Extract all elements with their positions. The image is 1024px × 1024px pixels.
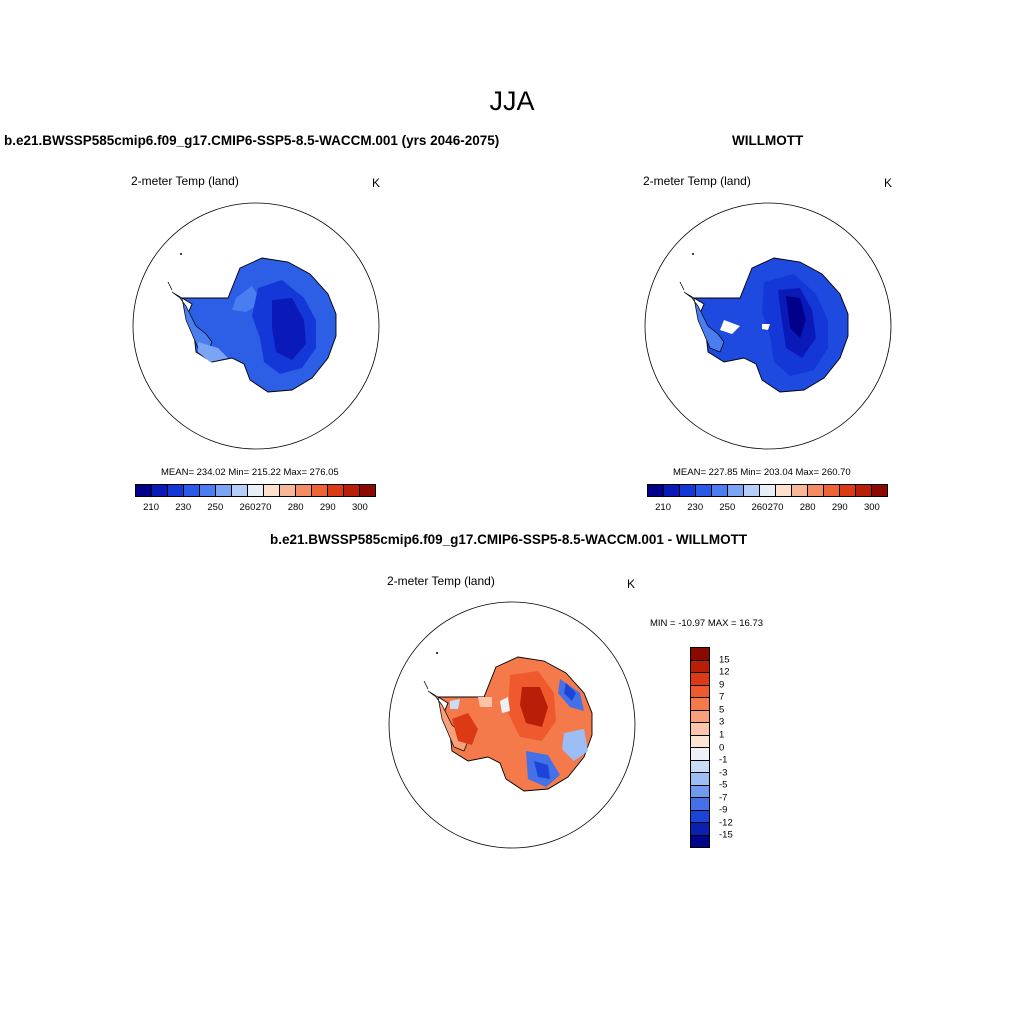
- obs-colorbar-tick-label: 270: [767, 502, 784, 513]
- model-colorbar-swatch: [344, 485, 360, 496]
- diff-colorbar-tick-label: -12: [719, 817, 733, 829]
- model-colorbar-swatch: [280, 485, 296, 496]
- diff-colorbar-swatch: [691, 760, 709, 773]
- model-colorbar-swatch: [296, 485, 312, 496]
- obs-variable-label: 2-meter Temp (land): [643, 174, 751, 188]
- diff-colorbar-swatch: [691, 748, 709, 761]
- model-colorbar-swatch: [184, 485, 200, 496]
- diff-colorbar-tick-label: -9: [719, 804, 728, 816]
- model-colorbar-swatch: [312, 485, 328, 496]
- model-colorbar-tick-label: 270: [255, 502, 272, 513]
- diff-colorbar-ticks: 15 12 9 7 5 3 1 0 -1 -3 -5 -7 -9 -12 -15: [719, 647, 759, 848]
- model-variable-label: 2-meter Temp (land): [131, 174, 239, 188]
- model-colorbar-tick-label: 280: [287, 502, 304, 513]
- diff-colorbar-tick-label: 5: [719, 704, 725, 716]
- diff-colorbar-tick-label: 9: [719, 679, 725, 691]
- model-colorbar-swatch: [328, 485, 344, 496]
- obs-colorbar-swatch: [680, 485, 696, 496]
- obs-colorbar-swatch: [776, 485, 792, 496]
- diff-colorbar-swatch: [691, 685, 709, 698]
- diff-colorbar-swatch: [691, 698, 709, 711]
- model-panel-title: b.e21.BWSSP585cmip6.f09_g17.CMIP6-SSP5-8…: [4, 133, 500, 148]
- diff-panel-title: b.e21.BWSSP585cmip6.f09_g17.CMIP6-SSP5-8…: [270, 532, 748, 547]
- model-colorbar-tick-label: 300: [351, 502, 368, 513]
- model-units-label: K: [372, 176, 381, 190]
- obs-colorbar-swatch: [696, 485, 712, 496]
- obs-colorbar-tick-label: 250: [719, 502, 736, 513]
- diff-colorbar-tick-label: 12: [719, 666, 730, 678]
- obs-colorbar-swatch: [856, 485, 872, 496]
- diff-colorbar-swatch: [691, 660, 709, 673]
- model-colorbar-tick-label: 250: [207, 502, 224, 513]
- diff-colorbar-swatch: [691, 673, 709, 686]
- diff-colorbar-tick-label: -5: [719, 779, 728, 791]
- diff-stats: MIN = -10.97 MAX = 16.73: [650, 618, 764, 629]
- page-title: JJA: [489, 86, 535, 116]
- model-colorbar: [135, 484, 376, 497]
- obs-colorbar-swatch: [728, 485, 744, 496]
- diff-colorbar-swatch: [691, 798, 709, 811]
- model-colorbar-swatch: [216, 485, 232, 496]
- obs-colorbar-swatch: [744, 485, 760, 496]
- model-colorbar-swatch: [136, 485, 152, 496]
- diff-colorbar-tick-label: -15: [719, 829, 733, 841]
- diff-polar-map: [388, 601, 636, 849]
- model-colorbar-ticks: 210 230 250 260 270 280 290 300: [135, 502, 376, 516]
- model-stats: MEAN= 234.02 Min= 215.22 Max= 276.05: [161, 467, 339, 478]
- model-polar-map: [132, 202, 380, 450]
- obs-colorbar-swatch: [712, 485, 728, 496]
- obs-panel-title: WILLMOTT: [732, 133, 804, 148]
- model-colorbar-swatch: [152, 485, 168, 496]
- diff-colorbar-tick-label: 7: [719, 691, 725, 703]
- diff-colorbar-swatch: [691, 785, 709, 798]
- diff-colorbar-tick-label: 1: [719, 729, 725, 741]
- diff-colorbar-tick-label: -1: [719, 754, 728, 766]
- obs-colorbar-tick-label: 210: [655, 502, 671, 513]
- model-colorbar-swatch: [360, 485, 375, 496]
- model-colorbar-tick-label: 290: [319, 502, 336, 513]
- diff-colorbar-tick-label: 0: [719, 742, 725, 753]
- obs-colorbar-swatch: [872, 485, 887, 496]
- diff-colorbar-swatch: [691, 735, 709, 748]
- obs-stats: MEAN= 227.85 Min= 203.04 Max= 260.70: [673, 467, 851, 478]
- diff-colorbar-tick-label: -3: [719, 767, 728, 779]
- obs-colorbar-tick-label: 300: [863, 502, 880, 513]
- diff-colorbar-swatch: [691, 810, 709, 823]
- obs-colorbar-swatch: [840, 485, 856, 496]
- obs-colorbar-tick-label: 290: [831, 502, 848, 513]
- model-colorbar-tick-label: 230: [175, 502, 192, 513]
- obs-colorbar: [647, 484, 888, 497]
- obs-colorbar-swatch: [760, 485, 776, 496]
- model-colorbar-tick-label: 210: [143, 502, 159, 513]
- obs-colorbar-swatch: [808, 485, 824, 496]
- diff-colorbar-swatch: [691, 835, 709, 847]
- obs-colorbar-swatch: [824, 485, 840, 496]
- diff-colorbar-swatch: [691, 648, 709, 661]
- model-colorbar-swatch: [200, 485, 216, 496]
- diff-colorbar: [690, 647, 710, 848]
- model-colorbar-swatch: [264, 485, 280, 496]
- obs-colorbar-swatch: [792, 485, 808, 496]
- diff-units-label: K: [627, 577, 636, 591]
- diff-colorbar-swatch: [691, 773, 709, 786]
- model-colorbar-swatch: [248, 485, 264, 496]
- diff-colorbar-swatch: [691, 710, 709, 723]
- obs-colorbar-swatch: [664, 485, 680, 496]
- diff-variable-label: 2-meter Temp (land): [387, 574, 495, 588]
- diff-colorbar-tick-label: 3: [719, 716, 725, 728]
- obs-colorbar-tick-label: 280: [799, 502, 816, 513]
- diff-colorbar-swatch: [691, 823, 709, 836]
- diff-colorbar-tick-label: 15: [719, 654, 730, 666]
- obs-polar-map: [644, 202, 892, 450]
- obs-colorbar-ticks: 210 230 250 260 270 280 290 300: [647, 502, 888, 516]
- diff-colorbar-tick-label: -7: [719, 792, 728, 804]
- obs-colorbar-tick-label: 260: [751, 502, 768, 513]
- model-colorbar-tick-label: 260: [239, 502, 256, 513]
- obs-colorbar-tick-label: 230: [687, 502, 704, 513]
- model-colorbar-swatch: [232, 485, 248, 496]
- diff-colorbar-swatch: [691, 723, 709, 736]
- obs-colorbar-swatch: [648, 485, 664, 496]
- model-colorbar-swatch: [168, 485, 184, 496]
- obs-units-label: K: [884, 176, 893, 190]
